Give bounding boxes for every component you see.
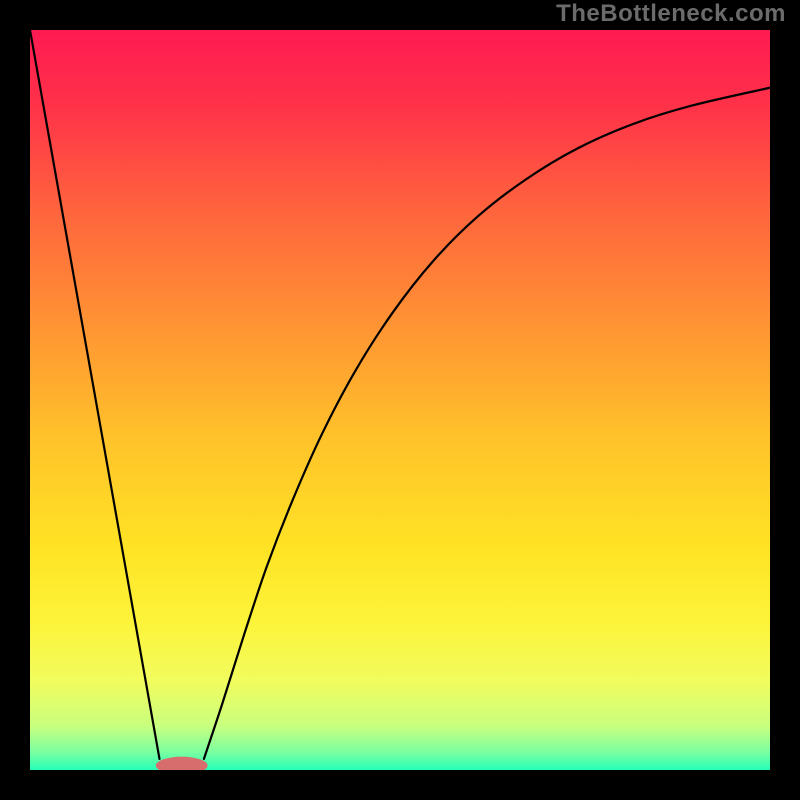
chart-frame: TheBottleneck.com (0, 0, 800, 800)
bottleneck-curve-chart (0, 0, 800, 800)
watermark-text: TheBottleneck.com (556, 0, 786, 28)
